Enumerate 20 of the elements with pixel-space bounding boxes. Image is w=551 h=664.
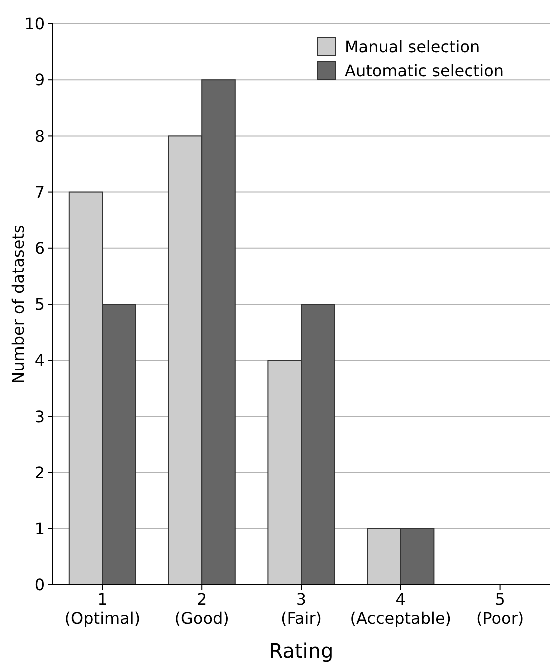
legend-label: Manual selection [345,38,480,57]
y-tick-label: 0 [34,576,45,595]
x-tick-label: 1 (Optimal) [64,590,141,628]
y-tick-label: 6 [34,239,45,258]
y-tick-label: 5 [34,295,45,314]
y-tick-label: 7 [34,182,45,202]
y-tick-label: 2 [34,463,45,482]
x-axis-title: Rating [269,639,334,663]
y-tick-label: 1 [34,520,45,538]
y-tick-label: 9 [34,70,45,90]
x-tick-label: 4 (Acceptable) [350,590,452,628]
y-tick-label: 4 [34,351,45,370]
legend-label: Automatic selection [345,62,504,81]
y-tick-label: 10 [24,14,45,34]
y-axis-title: Number of datasets [9,225,28,384]
x-tick-label: 5 (Poor) [476,590,524,628]
y-tick-label: 3 [34,407,45,426]
y-tick-label: 8 [34,126,45,146]
x-tick-label: 3 (Fair) [280,590,322,628]
x-tick-label: 2 (Good) [174,590,230,628]
